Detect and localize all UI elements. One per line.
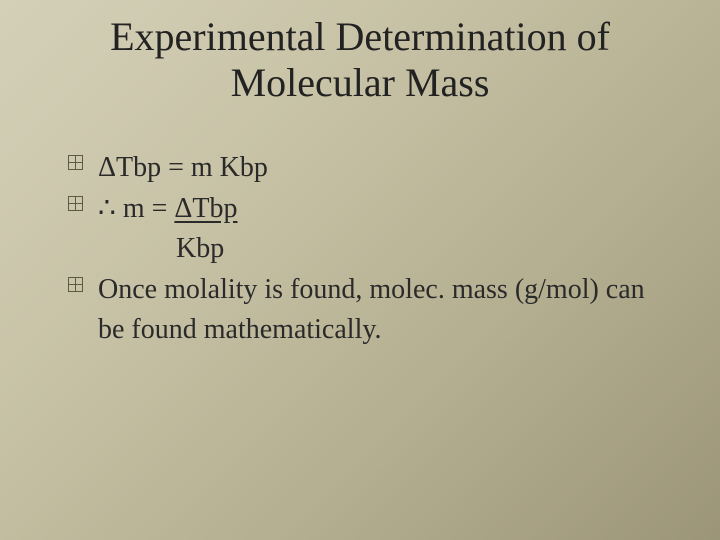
slide-content: ΔTbp = m Kbp ∴ m = ΔTbp Kbp Once molalit… xyxy=(0,106,720,351)
bullet-text-prefix: ∴ m = xyxy=(98,193,174,224)
bullet-item: ΔTbp = m Kbp xyxy=(68,148,668,189)
bullet-item: ∴ m = ΔTbp xyxy=(68,189,668,230)
bullet-icon xyxy=(68,155,86,173)
bullet-icon xyxy=(68,277,86,295)
bullet-continuation: Kbp xyxy=(68,229,668,270)
bullet-text: Kbp xyxy=(176,233,224,264)
title-line-2: Molecular Mass xyxy=(231,60,490,105)
bullet-icon xyxy=(68,196,86,214)
slide-title: Experimental Determination of Molecular … xyxy=(0,0,720,106)
bullet-text-underlined: ΔTbp xyxy=(174,193,237,224)
bullet-text: ΔTbp = m Kbp xyxy=(98,152,268,183)
bullet-text: Once molality is found, molec. mass (g/m… xyxy=(98,274,645,346)
bullet-item: Once molality is found, molec. mass (g/m… xyxy=(68,270,668,351)
title-line-1: Experimental Determination of xyxy=(110,14,610,59)
slide: Experimental Determination of Molecular … xyxy=(0,0,720,540)
